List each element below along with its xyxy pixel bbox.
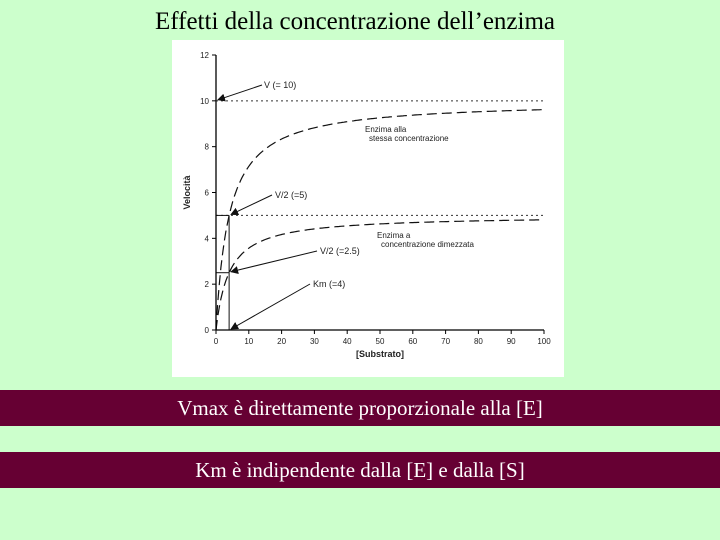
vmax-statement-band: Vmax è direttamente proporzionale alla [… [0,390,720,426]
x-tick-label-80: 80 [474,337,483,346]
series-line-1 [215,109,545,331]
x-tick-label-60: 60 [408,337,417,346]
x-tick-label-20: 20 [277,337,286,346]
enzyme-kinetics-chart: 0 2 4 6 8 10 12 0 10 20 30 40 50 60 70 80 90 100 [Substrat… [182,51,551,359]
y-tick-label-2: 2 [205,280,210,289]
y-tick-label-4: 4 [205,234,210,243]
x-tick-label-50: 50 [376,337,385,346]
annotation-km: Km (=4) [313,279,345,289]
annotation-half-vmax: V/2 (=5) [275,190,307,200]
y-tick-label-6: 6 [205,189,210,198]
x-tick-label-70: 70 [441,337,450,346]
y-tick-label-10: 10 [200,97,209,106]
x-tick-label-10: 10 [244,337,253,346]
y-tick-label-12: 12 [200,51,209,60]
annotation-half-vmax-arrow [230,194,273,216]
y-tick-label-8: 8 [205,143,210,152]
curve-label-stessa-concentrazione: Enzima alla stessa concentrazione [365,125,449,143]
x-axis-label: [Substrato] [356,349,404,359]
annotation-vmax-arrow [217,84,263,102]
curve-label-concentrazione-dimezzata: Enzima a concentrazione dimezzata [377,231,474,249]
km-statement-band: Km è indipendente dalla [E] e dalla [S] [0,452,720,488]
y-axis-label: Velocità [182,175,192,210]
x-tick-label-30: 30 [310,337,319,346]
x-tick-label-40: 40 [343,337,352,346]
annotation-km-arrow [230,283,311,330]
y-tick-label-0: 0 [205,326,210,335]
slide-title: Effetti della concentrazione dell’enzima [154,8,556,35]
series-line-2 [215,219,544,331]
chart-panel: 0 2 4 6 8 10 12 0 10 20 30 40 50 60 70 80 90 100 [Substrat… [172,40,564,377]
annotation-half-vmax-dimezzata: V/2 (=2.5) [320,246,360,256]
x-tick-label-90: 90 [507,337,516,346]
annotation-vmax: V (= 10) [264,80,296,90]
x-tick-label-100: 100 [537,337,551,346]
annotation-half-vmax-dimezzata-arrow [230,250,318,274]
x-tick-label-0: 0 [214,337,219,346]
